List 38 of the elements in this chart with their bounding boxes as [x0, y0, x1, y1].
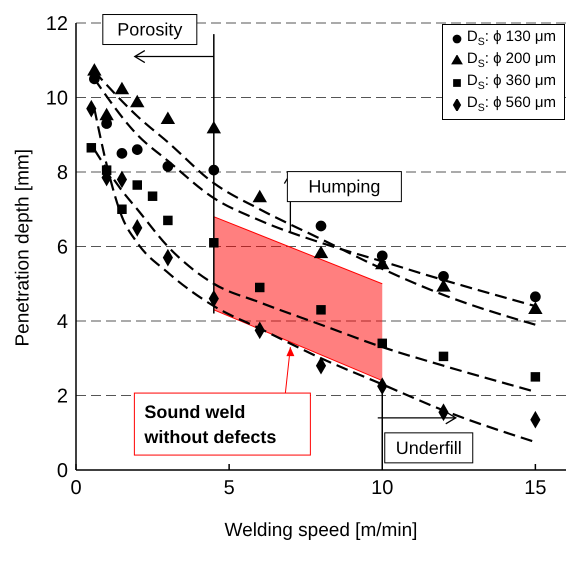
annotation: Underfill [396, 438, 462, 458]
y-tick-label: 6 [56, 236, 68, 259]
point [209, 238, 219, 248]
x-tick-label: 15 [524, 477, 546, 500]
y-tick-label: 10 [46, 88, 68, 110]
point [132, 180, 142, 190]
y-tick-label: 2 [56, 386, 68, 408]
y-tick-label: 4 [56, 311, 68, 334]
point [148, 191, 158, 201]
x-axis-title: Welding speed [m/min] [224, 520, 418, 541]
y-tick-label: 8 [56, 162, 68, 184]
point [438, 352, 448, 362]
point [378, 338, 387, 348]
legend-label: D$_{S}$: ϕ 560 μm [466, 94, 556, 114]
legend-label: D$_{S}$: ϕ 360 μm [466, 72, 556, 92]
x-tick-label: 5 [224, 477, 235, 500]
annotation: Sound weld without defects [143, 402, 276, 448]
point [438, 270, 449, 282]
point [530, 372, 540, 382]
point [162, 161, 174, 172]
annotation: Humping [308, 176, 380, 197]
point [116, 148, 128, 159]
x-tick-label: 10 [371, 477, 394, 500]
y-axis-title: Penetration depth [mm] [12, 149, 34, 346]
point [316, 305, 326, 315]
point [208, 164, 220, 176]
point [530, 291, 541, 302]
point [255, 282, 264, 292]
legend-label: D$_{S}$: ϕ 130 μm [466, 28, 556, 48]
point [86, 143, 96, 153]
point [132, 144, 143, 155]
point [316, 220, 326, 232]
annotation: Porosity [117, 20, 182, 40]
point [117, 204, 127, 214]
y-tick-label: 12 [46, 13, 68, 36]
legend-label: D$_{S}$: ϕ 200 μm [466, 50, 556, 70]
point [163, 216, 173, 226]
y-tick-label: 0 [56, 460, 68, 482]
